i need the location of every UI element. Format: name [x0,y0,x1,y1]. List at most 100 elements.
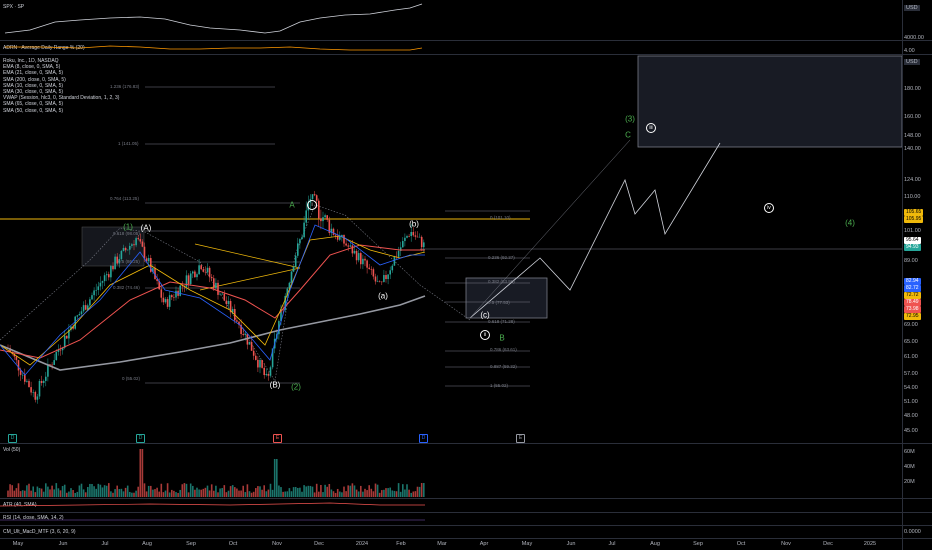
candle-body [141,241,144,247]
candle-body [257,359,259,368]
spx-line [4,3,423,34]
x-axis-label: Dec [314,541,324,547]
candle-body [120,251,123,260]
candle-body [219,294,221,296]
volume-bar [19,491,22,497]
earnings-marker[interactable]: E [273,434,282,443]
volume-bar [53,489,55,497]
earnings-marker[interactable]: E [516,434,525,443]
candle-body [318,200,320,219]
volume-bar [108,483,110,497]
volume-bar [173,490,175,497]
volume-bar [166,483,169,497]
volume-bar [374,483,377,497]
candle-body [164,299,167,303]
candle-body [118,259,121,264]
candle-body [26,380,28,382]
volume-bar [313,492,316,497]
fib-label: 0.786 (63.61) [490,347,517,352]
candle-body [353,250,356,254]
candle-body [93,290,95,296]
volume-bar [103,485,106,497]
candle-body [423,242,425,248]
dividend-marker[interactable]: D [136,434,145,443]
wave-label: (3) [625,114,635,124]
candle-body [378,281,381,283]
price-badge: 94.93 [904,244,921,251]
volume-bar [47,486,49,497]
volume-bar [322,492,324,497]
wave-label: (a) [378,291,388,301]
volume-bar [97,483,100,497]
candle-body [364,258,366,261]
volume-bar [131,492,133,497]
candle-body [131,244,133,246]
dividend-marker[interactable]: D [8,434,17,443]
x-axis-label: Jun [58,541,68,547]
projection-path [469,142,721,319]
price-axis[interactable] [902,0,932,550]
ema8-line [0,224,425,376]
volume-bar [87,486,89,497]
volume-bar [294,486,297,497]
volume-bar [263,485,265,497]
wave-label: A [289,200,295,210]
volume-bar [196,487,198,497]
candle-body [38,380,41,397]
legend-sma65: SMA (65, close, 0, SMA, 5) [3,101,64,108]
dotted-wave [0,204,471,382]
volume-bar [213,490,215,497]
volume-bar [236,488,238,497]
volume-bar [219,488,221,497]
price-badge: 105.95 [904,216,924,223]
candle-body [336,235,339,240]
volume-bar [387,488,389,497]
candle-body [416,236,419,238]
volume-axis-tick: 40M [904,464,915,470]
candle-body [66,335,68,339]
candle-body [135,238,137,246]
volume-bar [34,492,37,497]
wave-label: (1) [123,222,133,232]
candle-body [244,333,247,335]
candle-body [366,260,368,268]
x-axis-label: Jul [608,541,616,547]
candle-body [414,235,417,237]
chart-canvas[interactable] [0,0,902,550]
candle-body [261,360,263,368]
candle-body [45,376,47,381]
candle-body [175,290,177,298]
candle-body [242,334,244,335]
volume-bar [66,492,68,497]
candle-body [19,370,22,375]
volume-bar [156,487,158,497]
axis-tick: 124.00 [904,177,921,183]
dividend-marker[interactable]: D [419,434,428,443]
candle-body [368,267,370,269]
volume-bar [318,491,320,497]
volume-bar [189,483,192,497]
candle-body [114,256,116,270]
volume-bar [324,484,326,497]
volume-bar [303,485,305,497]
volume-bars [7,449,425,497]
wave-label: B [499,333,505,343]
candle-body [42,380,45,383]
candle-body [267,373,270,376]
volume-bar [242,485,244,497]
candle-body [339,236,341,240]
candle-body [360,253,362,265]
volume-bar [99,484,102,497]
axis-tick: 148.00 [904,133,921,139]
candle-body [238,321,240,325]
volume-bar [278,485,280,497]
candle-body [303,222,305,238]
volume-bar [408,489,410,497]
candle-body [402,241,404,248]
volume-bar [9,484,11,497]
candle-body [122,247,125,252]
volume-bar [21,490,24,497]
candle-body [173,297,175,298]
candle-body [229,300,232,313]
candle-body [248,342,251,345]
